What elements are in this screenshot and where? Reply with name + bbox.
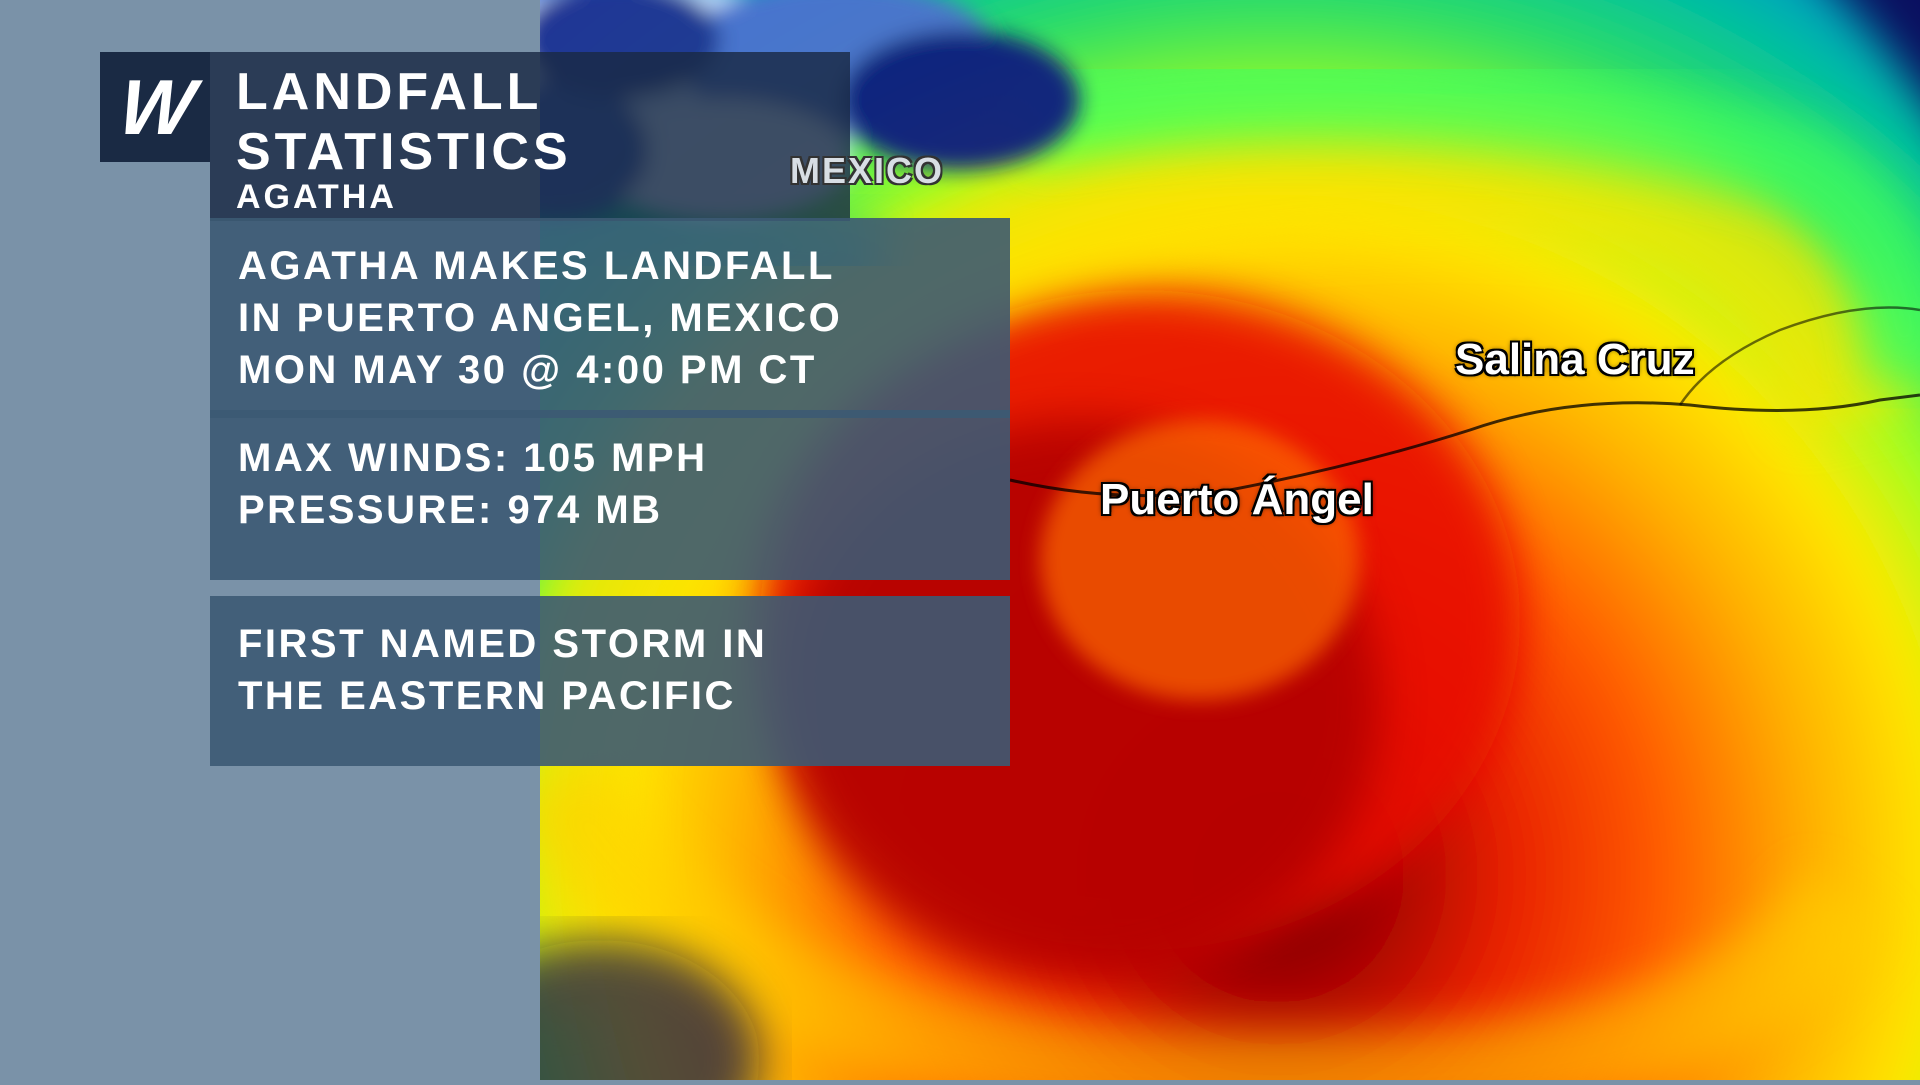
panel-line: PRESSURE: 974 MB bbox=[238, 484, 982, 536]
info-panel-note: FIRST NAMED STORM IN THE EASTERN PACIFIC bbox=[210, 596, 1010, 766]
panel-line: IN PUERTO ANGEL, MEXICO bbox=[238, 292, 982, 344]
weathernation-logo: W bbox=[100, 52, 210, 162]
title-bar: LANDFALL STATISTICS AGATHA bbox=[210, 52, 850, 221]
logo-letter: W bbox=[114, 62, 196, 153]
panel-line: MAX WINDS: 105 MPH bbox=[238, 432, 982, 484]
graphic-title: LANDFALL STATISTICS bbox=[236, 62, 824, 182]
map-label-puerto-angel: Puerto Ángel bbox=[1100, 475, 1374, 525]
graphic-subtitle: AGATHA bbox=[236, 178, 824, 217]
panel-line: MON MAY 30 @ 4:00 PM CT bbox=[238, 344, 982, 396]
map-label-mexico: MEXICO bbox=[790, 150, 944, 192]
panel-line: FIRST NAMED STORM IN bbox=[238, 618, 982, 670]
map-label-salina-cruz: Salina Cruz bbox=[1455, 335, 1695, 385]
panel-line: THE EASTERN PACIFIC bbox=[238, 670, 982, 722]
panel-line: AGATHA MAKES LANDFALL bbox=[238, 240, 982, 292]
info-panel-stats: MAX WINDS: 105 MPH PRESSURE: 974 MB bbox=[210, 410, 1010, 580]
info-panel-landfall: AGATHA MAKES LANDFALL IN PUERTO ANGEL, M… bbox=[210, 218, 1010, 418]
